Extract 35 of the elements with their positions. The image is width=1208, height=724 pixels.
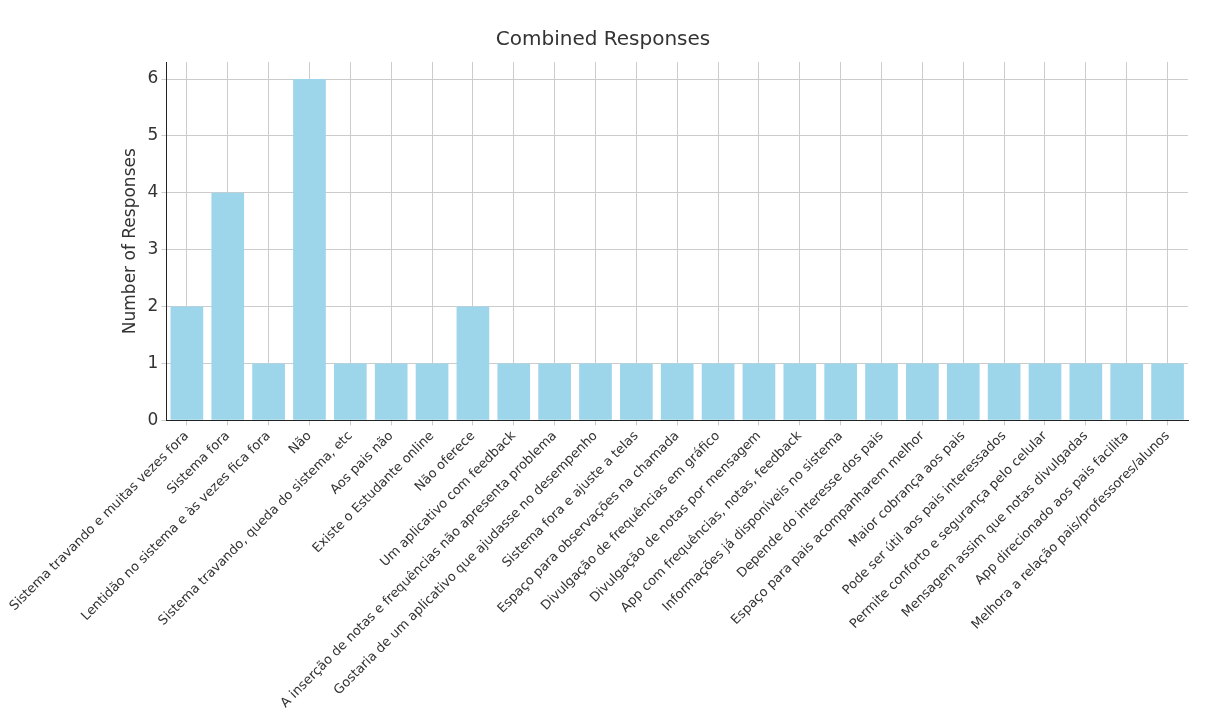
y-axis-title: Number of Responses	[118, 148, 139, 335]
bar	[252, 363, 285, 420]
y-tick-label: 0	[147, 408, 159, 429]
bar	[946, 363, 980, 420]
bar	[579, 363, 612, 420]
bar	[293, 79, 326, 420]
bar	[1069, 363, 1103, 420]
bar	[906, 363, 939, 420]
chart-title: Combined Responses	[495, 26, 711, 51]
bar	[865, 363, 898, 420]
y-tick-label: 4	[147, 181, 159, 202]
bar	[456, 306, 490, 420]
x-tick-label: Não	[285, 427, 314, 457]
bar	[170, 306, 204, 420]
y-tick-label: 1	[147, 351, 159, 372]
bar	[701, 363, 735, 420]
y-tick-label: 3	[147, 238, 159, 259]
bar	[538, 363, 571, 420]
bar	[1151, 363, 1184, 420]
bar	[374, 363, 408, 420]
bar	[211, 192, 245, 420]
bar	[1028, 363, 1062, 420]
bar	[987, 363, 1021, 420]
bar	[333, 363, 367, 420]
bar	[660, 363, 694, 420]
bar	[1110, 363, 1144, 420]
bar	[783, 363, 817, 420]
y-tick-label: 2	[147, 295, 159, 316]
bar	[415, 363, 449, 420]
bar	[497, 363, 531, 420]
y-tick-label: 6	[147, 67, 159, 88]
y-tick-label: 5	[147, 124, 159, 145]
bar	[824, 363, 858, 420]
bar	[742, 363, 776, 420]
bar	[620, 363, 653, 420]
